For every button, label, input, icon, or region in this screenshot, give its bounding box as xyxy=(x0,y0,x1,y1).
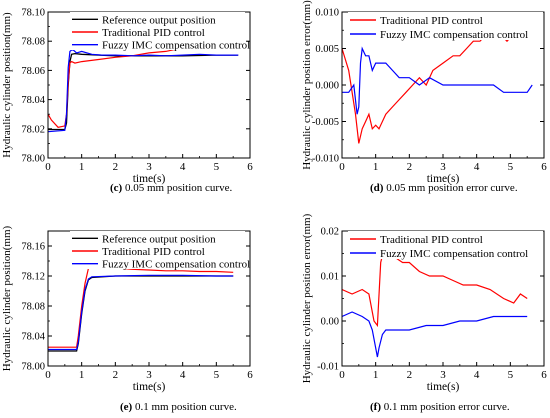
x-tick-label: 1 xyxy=(373,161,379,173)
x-tick-label: 1 xyxy=(373,369,379,381)
series-line-1 xyxy=(48,43,239,128)
series-line-0 xyxy=(48,275,234,352)
x-tick-label: 6 xyxy=(247,161,253,173)
x-tick-label: 3 xyxy=(146,161,152,173)
y-tick-label: 0.005 xyxy=(315,44,339,55)
x-tick-label: 5 xyxy=(508,161,514,173)
legend-label-1: Fuzzy IMC compensation control xyxy=(380,248,528,260)
legend-label-1: Fuzzy IMC compensation control xyxy=(380,29,528,41)
y-tick-label: 78.06 xyxy=(21,66,45,77)
x-tick-label: 2 xyxy=(113,161,119,173)
y-tick-label: 78.00 xyxy=(21,154,45,165)
x-tick-label: 3 xyxy=(146,369,152,381)
x-tick-label: 6 xyxy=(541,369,547,381)
x-axis-label: time(s) xyxy=(427,381,460,393)
x-tick-label: 3 xyxy=(440,369,446,381)
y-tick-label: 78.02 xyxy=(21,124,45,135)
caption-c: (c) 0.05 mm position curve. xyxy=(110,182,233,194)
x-tick-label: 0 xyxy=(45,161,51,173)
y-axis-label: Hydraulic cylinder position error(mm) xyxy=(301,213,313,383)
x-tick-label: 2 xyxy=(407,161,413,173)
y-tick-label: 0.01 xyxy=(321,272,339,283)
x-tick-label: 6 xyxy=(541,161,547,173)
series-line-2 xyxy=(48,274,234,351)
y-tick-label: 78.04 xyxy=(21,332,45,343)
x-tick-label: 5 xyxy=(508,369,514,381)
legend-label-0: Reference output position xyxy=(102,233,216,245)
legend-bg xyxy=(70,12,245,50)
y-tick-label: 0.000 xyxy=(315,81,339,92)
caption-f: (f) 0.1 mm position error curve. xyxy=(370,401,510,413)
x-axis-label: time(s) xyxy=(133,381,166,393)
x-tick-label: 5 xyxy=(214,161,220,173)
y-tick-label: 78.08 xyxy=(21,302,45,313)
series-line-0 xyxy=(342,247,528,328)
x-tick-label: 0 xyxy=(45,369,51,381)
x-tick-label: 5 xyxy=(214,369,220,381)
legend-label-0: Traditional PID control xyxy=(380,15,483,27)
legend-label-0: Reference output position xyxy=(102,14,216,26)
y-axis-label: Hydraulic cylinder position(mm) xyxy=(1,225,13,371)
series-line-1 xyxy=(48,264,234,348)
legend-label-1: Traditional PID control xyxy=(102,246,205,258)
series-line-0 xyxy=(48,52,239,131)
series-line-1 xyxy=(342,46,533,115)
y-axis-label: Hydraulic cylinder position(mm) xyxy=(1,12,13,158)
series-line-0 xyxy=(342,25,533,144)
x-tick-label: 4 xyxy=(474,161,480,173)
y-tick-label: -0.005 xyxy=(312,117,339,128)
chart-3: 0 1 2 3 4 5 6 -0.01 0.00 0.01 0.02 time(s) Hydraulic… xyxy=(301,213,547,393)
x-tick-label: 4 xyxy=(180,161,186,173)
x-tick-label: 0 xyxy=(339,369,345,381)
caption-d: (d) 0.05 mm position error curve. xyxy=(370,182,518,194)
chart-2: 0 1 2 3 4 5 6 78.00 78.04 78.08 78.12 78.16 time(s) H… xyxy=(1,225,253,393)
y-tick-label: 78.04 xyxy=(21,95,45,106)
y-tick-label: 78.16 xyxy=(21,242,45,253)
x-axis-label: time(s) xyxy=(133,173,166,185)
y-tick-label: 0.00 xyxy=(321,317,339,328)
y-tick-label: 0.02 xyxy=(321,227,339,238)
x-tick-label: 3 xyxy=(440,161,446,173)
y-tick-label: 0.010 xyxy=(315,8,339,19)
y-tick-label: 78.00 xyxy=(21,362,45,373)
legend-label-1: Traditional PID control xyxy=(102,27,205,39)
y-tick-label: 78.12 xyxy=(21,272,45,283)
x-tick-label: 1 xyxy=(79,369,85,381)
chart-1: 0 1 2 3 4 5 6 -0.010 -0.005 0.000 0.005 0.010 time(s… xyxy=(301,0,547,185)
y-tick-label: 78.08 xyxy=(21,37,45,48)
x-tick-label: 4 xyxy=(474,369,480,381)
legend-label-2: Fuzzy IMC compensation control xyxy=(102,40,250,52)
x-tick-label: 2 xyxy=(407,369,413,381)
legend-bg xyxy=(348,231,543,259)
y-tick-label: 78.10 xyxy=(21,8,45,19)
series-line-2 xyxy=(48,49,239,133)
caption-e: (e) 0.1 mm position curve. xyxy=(120,401,237,413)
y-tick-label: -0.010 xyxy=(312,154,339,165)
x-tick-label: 1 xyxy=(79,161,85,173)
y-tick-label: -0.01 xyxy=(317,362,339,373)
x-tick-label: 4 xyxy=(180,369,186,381)
x-axis-label: time(s) xyxy=(427,173,460,185)
legend: Traditional PID control Fuzzy IMC compens… xyxy=(348,12,543,41)
x-tick-label: 2 xyxy=(113,369,119,381)
legend: Traditional PID control Fuzzy IMC compens… xyxy=(348,231,543,260)
x-tick-label: 0 xyxy=(339,161,345,173)
legend-label-0: Traditional PID control xyxy=(380,234,483,246)
x-tick-label: 6 xyxy=(247,369,253,381)
series-line-1 xyxy=(342,311,528,358)
legend-bg xyxy=(348,12,543,40)
legend-label-2: Fuzzy IMC compensation control xyxy=(102,259,250,271)
chart-0: 0 1 2 3 4 5 6 78.00 78.02 78.04 78.06 78.08 78.10 tim… xyxy=(1,8,253,186)
y-axis-label: Hydraulic cylinder position error(mm) xyxy=(301,0,313,170)
legend-bg xyxy=(70,231,245,269)
